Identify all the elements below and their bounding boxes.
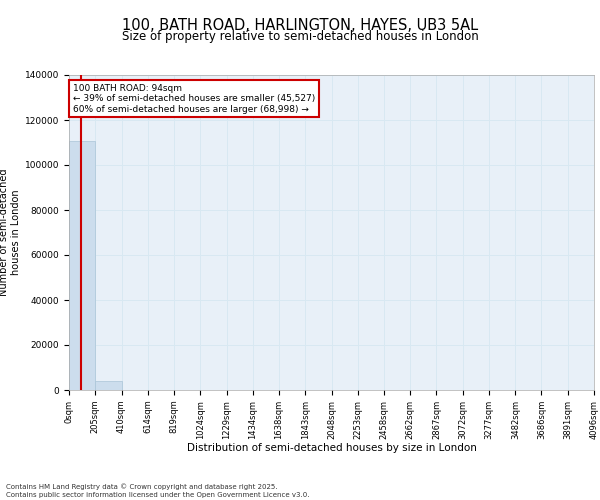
- Y-axis label: Number of semi-detached
houses in London: Number of semi-detached houses in London: [0, 169, 20, 296]
- Bar: [69, 142, 95, 390]
- Text: Size of property relative to semi-detached houses in London: Size of property relative to semi-detach…: [122, 30, 478, 43]
- Text: Contains HM Land Registry data © Crown copyright and database right 2025.
Contai: Contains HM Land Registry data © Crown c…: [6, 484, 310, 498]
- Text: 100, BATH ROAD, HARLINGTON, HAYES, UB3 5AL: 100, BATH ROAD, HARLINGTON, HAYES, UB3 5…: [122, 18, 478, 32]
- Bar: [95, 380, 122, 390]
- Text: 100 BATH ROAD: 94sqm
← 39% of semi-detached houses are smaller (45,527)
60% of s: 100 BATH ROAD: 94sqm ← 39% of semi-detac…: [73, 84, 315, 114]
- X-axis label: Distribution of semi-detached houses by size in London: Distribution of semi-detached houses by …: [187, 444, 476, 454]
